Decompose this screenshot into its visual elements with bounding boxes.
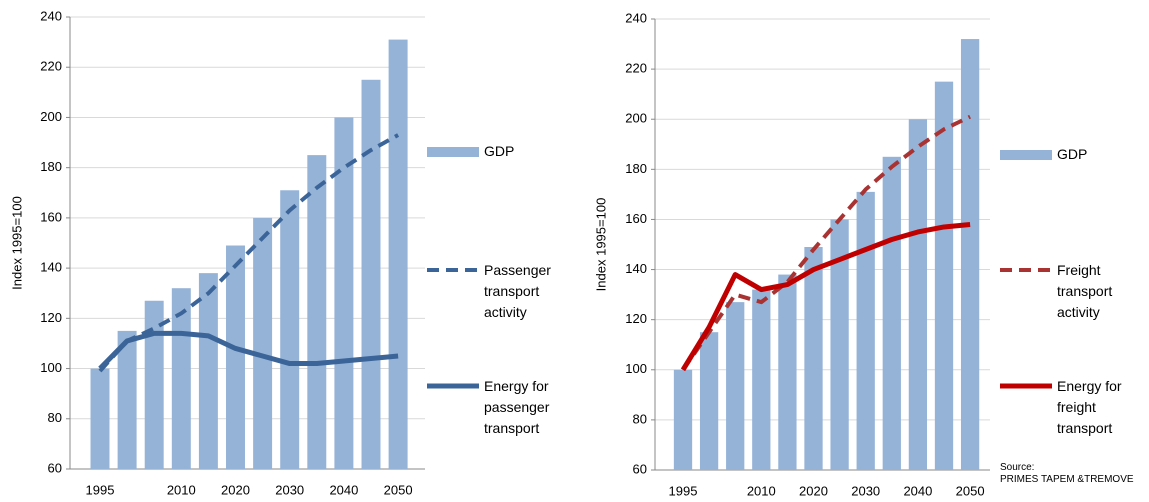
legend-label: Energy for freight transport <box>1057 378 1122 436</box>
y-tick-label: 160 <box>625 211 647 226</box>
x-tick-label: 2040 <box>329 482 358 497</box>
bar <box>804 247 823 470</box>
x-tick-label: 1995 <box>86 482 115 497</box>
legend-swatch <box>427 147 479 157</box>
legend-label-box: GDP <box>1057 146 1088 162</box>
y-tick-label: 200 <box>40 109 62 124</box>
bar <box>307 155 327 469</box>
source: PRIMES TAPEM &TREMOVE <box>1000 474 1134 485</box>
bar <box>144 300 164 469</box>
x-tick-label: 2020 <box>221 482 250 497</box>
bar <box>90 368 110 469</box>
y-tick-label: 240 <box>40 8 62 23</box>
bar <box>960 39 980 471</box>
bar <box>934 81 954 470</box>
bar <box>908 119 928 470</box>
bar <box>830 219 849 470</box>
y-tick-label: 100 <box>625 361 647 376</box>
legend-swatch <box>1000 150 1052 160</box>
chart: 60 80 100 120 140 160 180 200 220 240 Index 1995=1… <box>593 10 1134 498</box>
y-tick-label: 80 <box>48 410 62 425</box>
legend-label: Energy for passenger transport <box>484 378 550 436</box>
bar <box>726 302 745 470</box>
legend-label: Freight transport activity <box>1057 262 1113 320</box>
y-tick-label: 180 <box>625 161 647 176</box>
y-tick-label: 180 <box>40 159 62 174</box>
y-tick-label: 100 <box>40 360 62 375</box>
y-tick-label: 240 <box>625 10 647 25</box>
legend-label-box: Energy for passenger transport <box>484 378 550 436</box>
x-tick-label: 2010 <box>747 483 776 498</box>
y-tick-label: 220 <box>625 61 647 76</box>
x-tick-label: 2020 <box>799 483 828 498</box>
y-tick-label: 200 <box>625 111 647 126</box>
line <box>680 221 971 372</box>
bar <box>388 39 408 469</box>
x-tick-label: 2010 <box>167 482 196 497</box>
x-tick-label: 2050 <box>956 483 985 498</box>
bar <box>361 79 381 470</box>
y-axis-label: Index 1995=100 <box>593 198 608 292</box>
bar <box>673 369 693 470</box>
legend-label-box: GDP <box>484 143 515 159</box>
legend-label: GDP <box>1057 146 1088 162</box>
legend-label-box: Freight transport activity <box>1057 262 1113 320</box>
chart: 60 80 100 120 140 160 180 200 220 240 Index 1995=1… <box>9 8 551 497</box>
x-tick-label: 1995 <box>669 483 698 498</box>
bar <box>778 274 797 470</box>
bar <box>699 332 719 470</box>
bar <box>280 190 300 469</box>
x-tick-label: 2040 <box>903 483 932 498</box>
bar <box>752 289 771 470</box>
line <box>98 133 400 373</box>
bar <box>882 156 901 471</box>
line <box>681 114 971 371</box>
y-tick-label: 140 <box>625 261 647 276</box>
source-label-box: Source: <box>1000 462 1035 473</box>
y-tick-label: 60 <box>48 460 62 475</box>
bar <box>226 245 245 469</box>
line <box>98 330 399 371</box>
legend-label: GDP <box>484 143 515 159</box>
y-tick-label: 80 <box>633 411 647 426</box>
y-tick-label: 60 <box>633 461 647 476</box>
bar <box>253 217 273 469</box>
y-tick-label: 120 <box>40 310 62 325</box>
legend-label-box: Energy for freight transport <box>1057 378 1122 436</box>
y-tick-label: 140 <box>40 260 62 275</box>
bar <box>198 273 218 469</box>
y-tick-label: 220 <box>40 59 62 74</box>
source-label: Source: <box>1000 462 1035 473</box>
source-box: PRIMES TAPEM &TREMOVE <box>1000 474 1134 485</box>
y-tick-label: 160 <box>40 209 62 224</box>
bar <box>117 330 137 469</box>
x-tick-label: 2050 <box>384 482 413 497</box>
y-axis-label: Index 1995=100 <box>9 196 24 290</box>
bar <box>334 117 354 469</box>
x-tick-label: 2030 <box>275 482 304 497</box>
x-tick-label: 2030 <box>851 483 880 498</box>
bar <box>856 191 875 470</box>
y-tick-label: 120 <box>625 311 647 326</box>
legend-label-box: Passenger transport activity <box>484 262 551 320</box>
legend-label: Passenger transport activity <box>484 262 551 320</box>
